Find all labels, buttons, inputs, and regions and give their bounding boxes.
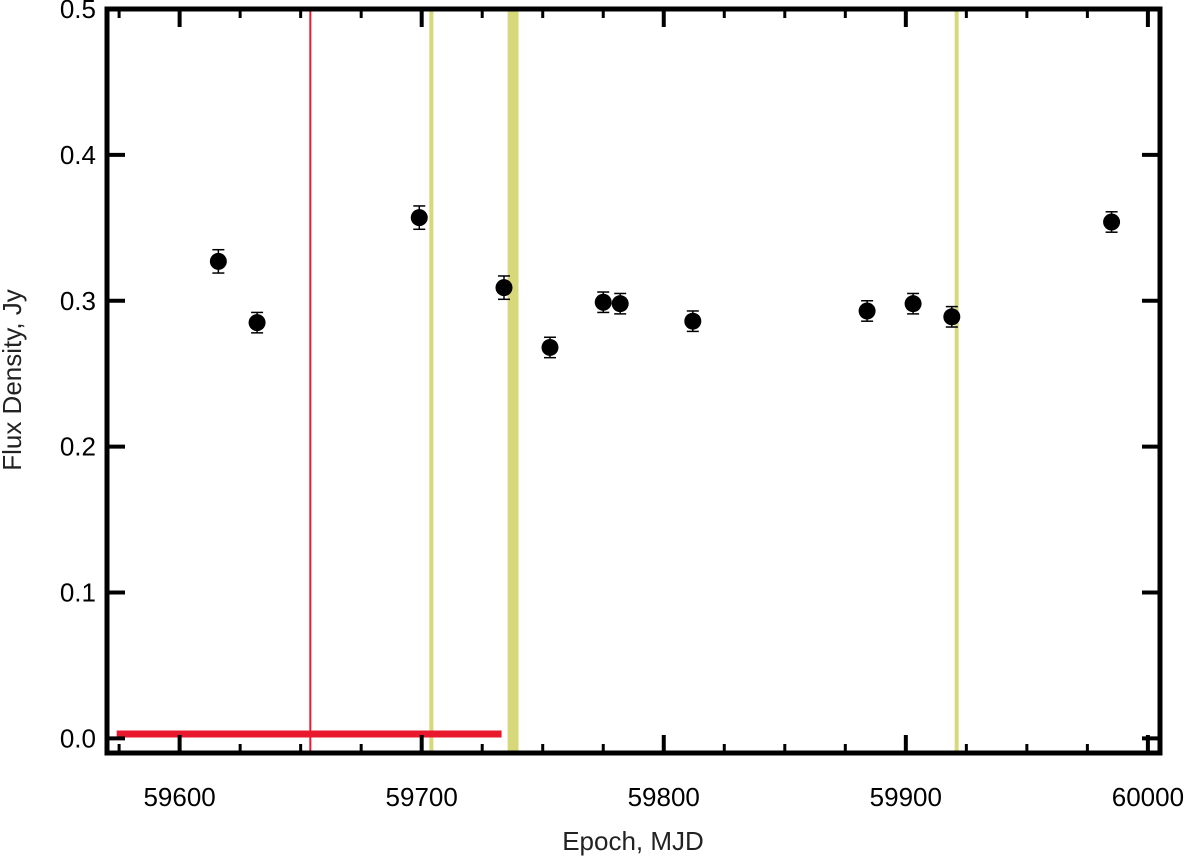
vertical-band-0 bbox=[507, 9, 519, 753]
data-point-layer bbox=[209, 205, 1121, 359]
y-axis-title: Flux Density, Jy bbox=[0, 289, 27, 471]
data-point-6 bbox=[611, 295, 629, 313]
data-point-4 bbox=[541, 338, 559, 356]
data-point-1 bbox=[248, 314, 266, 332]
plot-frame bbox=[104, 6, 1163, 756]
data-point-0 bbox=[209, 252, 227, 270]
y-tick-label-4: 0.4 bbox=[60, 140, 96, 170]
data-point-11 bbox=[1103, 213, 1121, 231]
data-point-7 bbox=[684, 312, 702, 330]
y-tick-label-1: 0.1 bbox=[60, 578, 96, 608]
tick-layer: 59600 59700 59800 59900 60000 0.0 0.1 0.2 0.3 0.4… bbox=[60, 0, 1184, 812]
x-tick-label-4: 60000 bbox=[1112, 782, 1184, 812]
x-tick-label-3: 59900 bbox=[870, 782, 942, 812]
y-tick-label-2: 0.2 bbox=[60, 432, 96, 462]
x-tick-label-2: 59800 bbox=[628, 782, 700, 812]
data-point-8 bbox=[858, 302, 876, 320]
y-tick-label-3: 0.3 bbox=[60, 286, 96, 316]
data-point-10 bbox=[943, 308, 961, 326]
x-axis-title: Epoch, MJD bbox=[562, 826, 704, 856]
y-tick-label-0: 0.0 bbox=[60, 723, 96, 753]
data-point-5 bbox=[594, 293, 612, 311]
plot-border bbox=[104, 6, 1163, 756]
overlay-layer bbox=[116, 9, 959, 753]
data-point-3 bbox=[495, 279, 513, 297]
x-tick-label-1: 59700 bbox=[386, 782, 458, 812]
data-point-9 bbox=[904, 295, 922, 313]
x-tick-label-0: 59600 bbox=[143, 782, 215, 812]
data-point-2 bbox=[410, 209, 428, 227]
y-tick-label-5: 0.5 bbox=[60, 0, 96, 24]
